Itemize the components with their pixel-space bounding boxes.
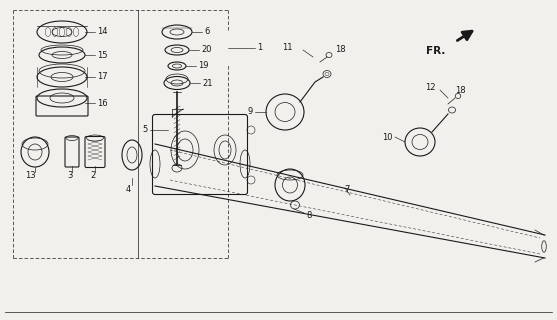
Text: 11: 11 <box>282 43 293 52</box>
Text: 18: 18 <box>335 45 346 54</box>
Text: 10: 10 <box>383 132 393 141</box>
Text: 13: 13 <box>25 172 35 180</box>
Text: 4: 4 <box>125 186 131 195</box>
Text: 21: 21 <box>202 78 213 87</box>
Text: 18: 18 <box>455 85 466 94</box>
Text: 1: 1 <box>257 44 262 52</box>
Text: 7: 7 <box>344 186 350 195</box>
Text: 15: 15 <box>97 51 108 60</box>
Text: 19: 19 <box>198 61 208 70</box>
Text: 12: 12 <box>425 83 435 92</box>
Text: 20: 20 <box>201 45 212 54</box>
Text: 16: 16 <box>97 99 108 108</box>
Text: 17: 17 <box>97 73 108 82</box>
Text: FR.: FR. <box>426 46 445 56</box>
Text: 8: 8 <box>306 211 311 220</box>
Text: 6: 6 <box>204 28 209 36</box>
Text: 3: 3 <box>67 172 72 180</box>
Text: 9: 9 <box>248 108 253 116</box>
Text: 5: 5 <box>143 125 148 134</box>
Text: 2: 2 <box>90 172 96 180</box>
Text: 14: 14 <box>97 28 108 36</box>
